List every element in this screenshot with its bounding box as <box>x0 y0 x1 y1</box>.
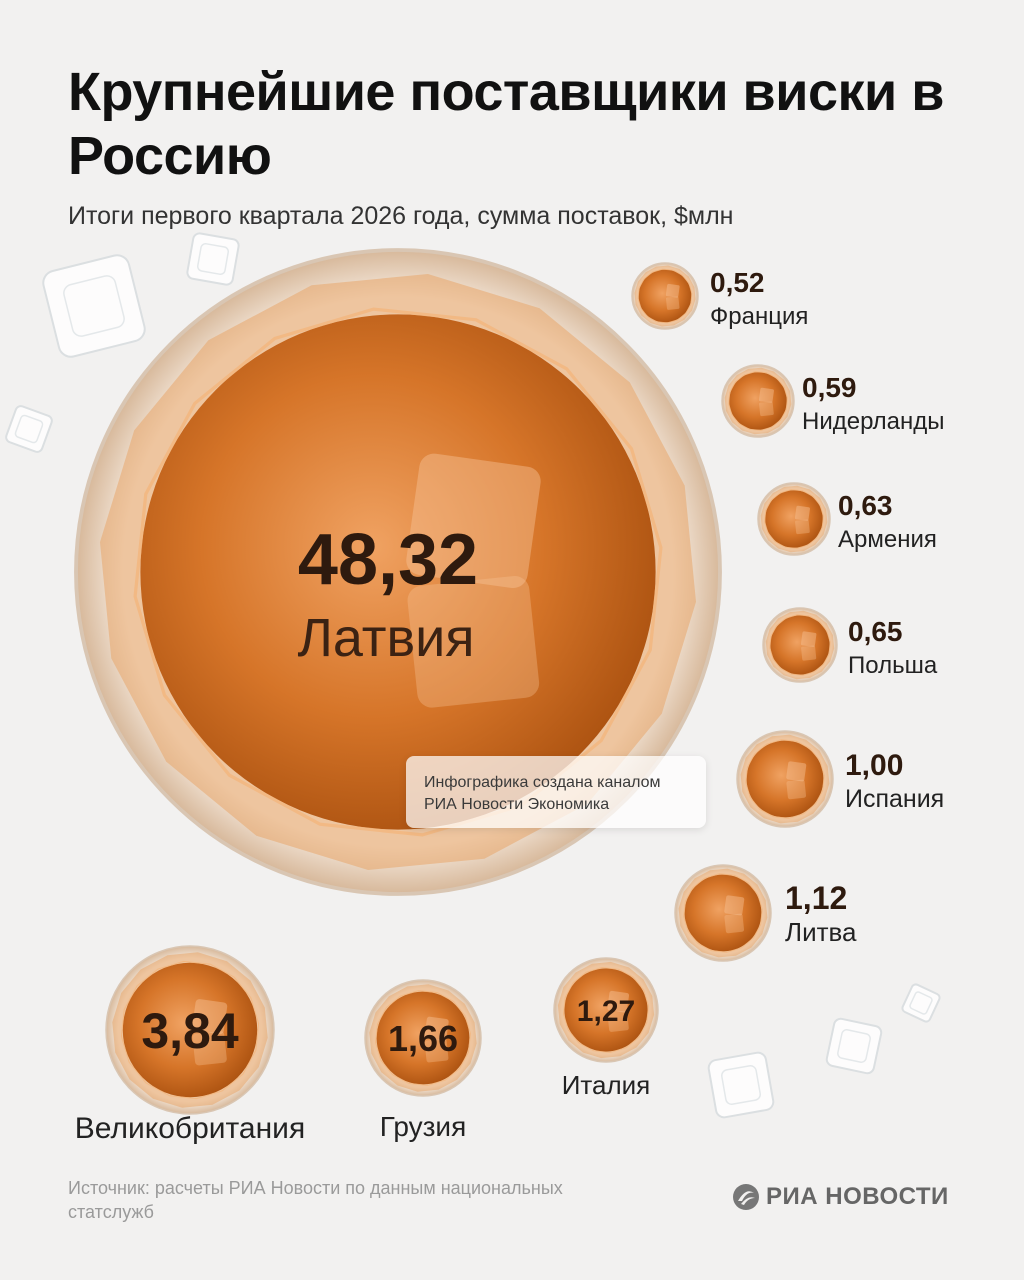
bubble-6-value: 1,00 <box>845 749 903 782</box>
ice-cube-4 <box>825 1017 883 1075</box>
bubble-9: 0,59 Нидерланды <box>721 364 944 438</box>
chart-subtitle: Итоги первого квартала 2026 года, сумма … <box>68 202 734 230</box>
bubble-2: 3,84 Великобритания <box>75 945 305 1145</box>
bubble-7-value: 0,65 <box>848 616 903 647</box>
bubble-1-value: 48,32 <box>298 520 478 600</box>
bubble-7: 0,65 Польша <box>762 607 938 683</box>
bubble-2-value: 3,84 <box>141 1003 239 1059</box>
bubble-1: 48,32 Латвия <box>74 248 722 896</box>
ria-logo-icon <box>733 1184 759 1210</box>
bubble-4-value: 1,27 <box>577 995 635 1028</box>
bubble-8-label: Армения <box>838 526 937 553</box>
bubble-1-label: Латвия <box>297 608 474 668</box>
ice-cube-1 <box>42 254 146 358</box>
bubble-8: 0,63 Армения <box>757 482 937 556</box>
bubble-9-label: Нидерланды <box>802 408 944 435</box>
chart-title: Крупнейшие поставщики виски в Россию <box>68 62 944 186</box>
ice-cube-3 <box>186 232 240 286</box>
ice-cube-2 <box>5 405 53 453</box>
bubble-9-value: 0,59 <box>802 372 857 403</box>
source-note: Источник: расчеты РИА Новости по данным … <box>68 1178 563 1222</box>
bubble-10: 0,52 Франция <box>631 262 808 330</box>
bubble-6: 1,00 Испания <box>736 730 944 828</box>
bubble-2-label: Великобритания <box>75 1112 305 1145</box>
bubble-7-label: Польша <box>848 652 938 679</box>
ice-cube-decorations <box>5 232 941 1119</box>
bubble-3-value: 1,66 <box>388 1018 458 1059</box>
bubble-4: 1,27 Италия <box>553 957 659 1100</box>
credit-note: Инфографика создана каналом РИА Новости … <box>406 756 706 828</box>
ria-logo-text: РИА НОВОСТИ <box>766 1183 949 1210</box>
bubble-6-label: Испания <box>845 785 944 813</box>
credit-line-1: Инфографика создана каналом <box>424 774 661 791</box>
credit-line-2: РИА Новости Экономика <box>424 796 610 813</box>
bubble-4-label: Италия <box>562 1070 651 1100</box>
bubble-10-value: 0,52 <box>710 267 765 298</box>
bubble-5-label: Литва <box>785 917 857 947</box>
ria-logo: РИА НОВОСТИ <box>732 1180 949 1214</box>
ice-cube-5 <box>707 1051 775 1119</box>
bubble-8-value: 0,63 <box>838 490 893 521</box>
bubble-3-label: Грузия <box>380 1111 467 1142</box>
bubble-10-label: Франция <box>710 303 808 330</box>
bubble-5-value: 1,12 <box>785 880 847 916</box>
ice-cube-6 <box>901 983 941 1023</box>
bubble-3: 1,66 Грузия <box>364 979 482 1142</box>
